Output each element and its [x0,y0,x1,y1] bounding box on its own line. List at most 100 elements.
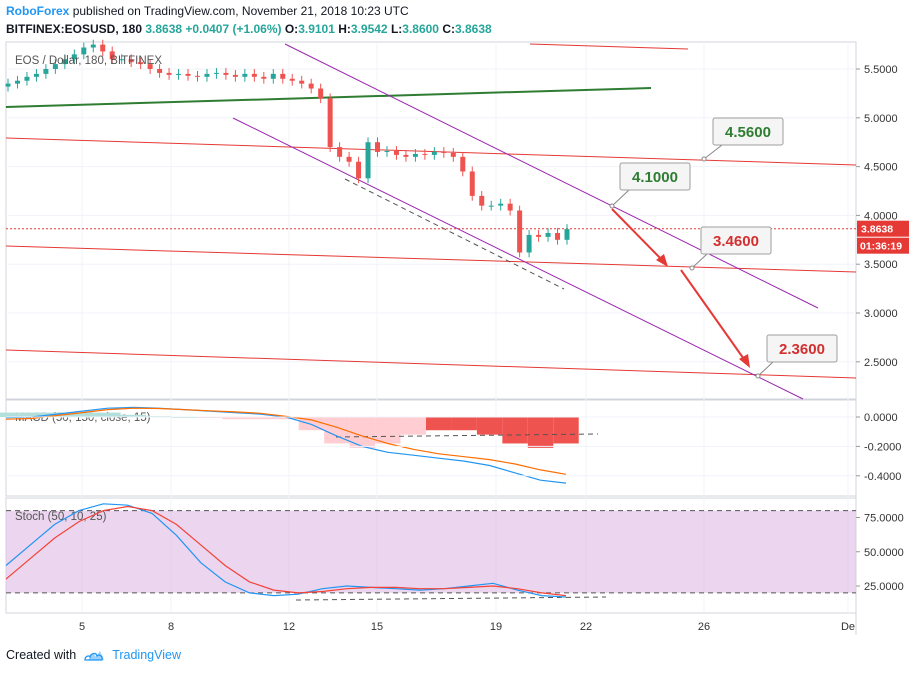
channel-lower-line[interactable] [232,117,804,400]
stoch-tick-label: 50.0000 [864,547,904,559]
candle-body [90,44,96,48]
candle-body [147,64,153,69]
candle-body [251,73,257,77]
candle-body [166,72,172,75]
candle-body [564,229,570,240]
callout-box-2360[interactable] [766,334,838,363]
candle-body [308,83,314,89]
close-value: 3.8638 [455,22,492,36]
price-pane[interactable] [5,41,857,400]
macd-histogram-bar [426,417,452,431]
candle-body [431,151,437,155]
callout-anchor-2360 [755,373,761,379]
candle-body [157,69,163,73]
candle-body [517,210,523,253]
macd-histogram-bar [69,412,96,417]
candle-body [71,54,77,60]
callout-box-3460[interactable] [700,226,772,255]
macd-histogram-bar [502,417,528,444]
level-line-top[interactable] [529,43,689,50]
last-price-badge-text: 3.8638 [861,224,893,236]
candle-body [393,150,399,155]
tradingview-link[interactable]: TradingView [112,648,181,662]
published-text: published on TradingView.com, November 2… [72,4,409,18]
candle-body [232,74,238,77]
macd-histogram-bar [400,417,426,435]
candle-body [460,156,466,172]
channel-upper-line[interactable] [284,43,819,309]
candle-body [261,76,267,79]
macd-histogram-bar [476,417,503,435]
candle-body [346,156,352,162]
price-tick-label: 3.5000 [864,259,898,271]
low-label: L: [390,22,403,36]
candle-body [100,44,106,52]
candle-body [412,153,418,157]
callout-anchor-3460 [689,265,695,271]
level-line-2360[interactable] [5,349,857,379]
price-tick-label: 4.0000 [864,210,898,222]
stoch-axis[interactable]: 75.0000 50.0000 25.0000 [856,513,904,594]
candle-body [14,80,20,84]
dashed-support-trend[interactable] [344,178,565,290]
candle-body [128,59,134,63]
open-label: O: [284,22,299,36]
arrow-to-2360 [680,269,747,363]
candle-body [81,47,87,55]
macd-axis[interactable]: 0.0000 -0.2000 -0.4000 [6,412,901,483]
open-value: 3.9101 [298,22,335,36]
time-tick-label: 15 [371,621,383,633]
macd-signal-line [5,407,567,475]
callout-pointer-2360 [757,361,774,377]
target-label-4100: 4.1000 [632,169,678,186]
tradingview-cloud-icon [84,651,105,661]
macd-tick-label: -0.4000 [864,471,901,483]
price-tick-label: 3.0000 [864,308,898,320]
price-tick-label: 2.5000 [864,357,898,369]
callout-box-4560[interactable] [712,117,784,146]
time-tick-label: 8 [168,621,174,633]
candle-body [5,83,11,87]
time-axis[interactable]: 5 8 12 15 19 22 26 De [79,621,855,633]
macd-histogram-bar [0,412,19,417]
price-tick-label: 4.5000 [864,162,898,174]
candle-body [109,51,115,60]
candle-body [498,203,504,206]
price-tick-label: 5.0000 [864,113,898,125]
candle-body [356,161,362,179]
candle-body [223,72,229,75]
last-price-badge [857,220,909,237]
arrow-head-2360 [739,354,750,368]
callout-box-4100[interactable] [619,162,691,191]
candle-body [119,59,125,61]
price-axis[interactable]: 5.5000 5.0000 4.5000 4.0000 3.5000 3.0000 2.50… [856,64,898,369]
target-label-2360: 2.3600 [779,341,825,358]
stoch-tick-label: 75.0000 [864,513,904,525]
stoch-dashed-trend [295,596,607,601]
callout-pointer-4560 [703,144,723,160]
candle-body [375,142,381,152]
price-tick-label: 5.5000 [864,64,898,76]
callout-pointer-3460 [691,253,708,269]
footer: Created with TradingView [6,648,181,662]
macd-histogram-bar [451,417,477,431]
candle-body [33,73,39,77]
publish-info: RoboForex published on TradingView.com, … [6,4,409,19]
candle-body [270,73,276,79]
candle-body [384,150,390,152]
time-tick-label: 22 [580,621,592,633]
candle-body [337,147,343,157]
publisher-name[interactable]: RoboForex [6,4,70,18]
macd-histogram-bar [247,417,274,420]
time-tick-label: 12 [283,621,295,633]
level-line-3460[interactable] [5,245,857,273]
macd-dashed-trend [335,433,599,438]
stoch-overbought-oversold-band [6,510,856,593]
level-line-4560[interactable] [5,137,857,166]
countdown-badge [857,237,909,254]
candle-body [43,69,49,74]
green-trend-line[interactable] [5,87,652,108]
macd-histogram-bar [222,417,248,420]
target-label-4560: 4.5600 [725,124,771,141]
